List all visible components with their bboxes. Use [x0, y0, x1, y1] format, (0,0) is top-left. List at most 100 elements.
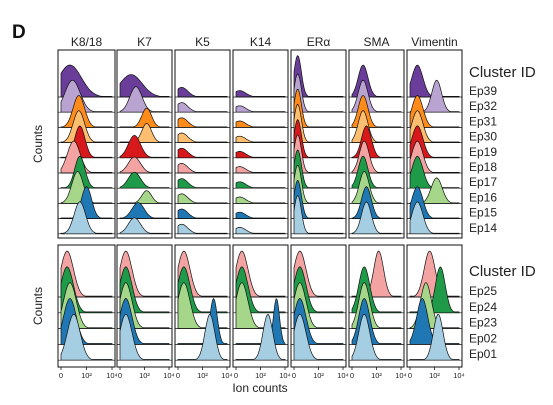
x-tick-label: 10²: [313, 371, 324, 380]
marker-label: Vimentin: [411, 35, 457, 49]
histogram-ep19: [235, 151, 286, 159]
cluster-id-label: Ep32: [469, 99, 497, 113]
x-axis-label: Ion counts: [232, 381, 287, 395]
panel-frame: [406, 49, 463, 239]
marker-panel: [349, 250, 404, 361]
histogram-ep14: [409, 201, 460, 235]
marker-panel: [58, 250, 115, 361]
histogram-ep32: [60, 79, 113, 113]
x-tick-label: 10²: [371, 371, 382, 380]
x-tick-label: 10⁴: [453, 371, 465, 380]
panel-label: D: [12, 22, 26, 43]
marker-panel: [175, 250, 230, 361]
cluster-id-label: Ep25: [469, 284, 497, 298]
x-tick-label: 10²: [197, 371, 208, 380]
histogram-ep16: [177, 193, 228, 204]
cluster-id-label: Ep24: [469, 300, 497, 314]
histogram-ep31: [235, 120, 286, 128]
x-tick-label: 10²: [255, 371, 266, 380]
bottom-panel-group: 0 10² 10⁴ 0 10² 10⁴ 0 10² 10⁴ 0 10² 10⁴ 0 10² 10⁴ 0 10² 1…: [31, 244, 536, 395]
histogram-ep01: [293, 313, 344, 361]
x-tick-label: 0: [59, 371, 63, 380]
marker-panel: [233, 90, 288, 235]
marker-panel: [349, 64, 404, 235]
histogram-ep01: [60, 313, 113, 361]
histogram-ep01: [351, 313, 402, 361]
x-tick-label: 0: [234, 371, 238, 380]
histogram-ep31: [119, 107, 170, 128]
x-tick-label: 0: [176, 371, 180, 380]
histogram-ep30: [177, 132, 228, 143]
histogram-ep15: [119, 202, 170, 219]
marker-panel: [117, 74, 172, 235]
marker-label: K8/18: [71, 35, 103, 49]
histogram-ep17: [235, 181, 286, 189]
panel-frame: [116, 49, 173, 239]
histogram-ep39: [235, 90, 286, 98]
panel-frame: [348, 49, 405, 239]
histogram-ep32: [119, 86, 170, 113]
histogram-ep15: [409, 186, 460, 219]
marker-panel: [407, 250, 462, 361]
cluster-id-label: Ep15: [469, 206, 497, 220]
histogram-ep18: [409, 140, 460, 174]
x-tick-label: 10⁴: [279, 371, 291, 380]
marker-panel: [58, 64, 115, 235]
histogram-ep39: [119, 74, 170, 98]
cluster-id-label: Ep01: [469, 347, 497, 361]
cluster-id-label: Ep17: [469, 175, 497, 189]
histogram-ep23: [177, 282, 228, 329]
histogram-ep30: [60, 110, 113, 143]
histogram-ep14: [177, 223, 228, 235]
marker-panel: [291, 250, 346, 361]
panel-frame: [57, 49, 116, 239]
marker-label: K7: [137, 35, 152, 49]
cluster-id-label: Ep14: [469, 221, 497, 235]
histogram-ep18: [119, 156, 170, 174]
marker-panel: [117, 250, 172, 361]
marker-panel: [175, 87, 230, 235]
histogram-ep17: [119, 171, 170, 189]
x-tick-label: 10⁴: [106, 371, 118, 380]
x-tick-label: 10⁴: [221, 371, 233, 380]
histogram-ep32: [177, 102, 228, 113]
histogram-ep14: [351, 201, 402, 235]
histogram-ep16: [235, 196, 286, 204]
x-tick-label: 10²: [81, 371, 92, 380]
x-tick-label: 10²: [429, 371, 440, 380]
histogram-ep25: [409, 250, 460, 298]
histogram-ep16: [119, 190, 170, 204]
histogram-ep01: [235, 313, 286, 361]
histogram-ep14: [235, 227, 286, 235]
panel-frame: [232, 49, 289, 239]
x-tick-label: 10⁴: [163, 371, 175, 380]
histogram-ep18: [177, 163, 228, 174]
marker-label: ERα: [307, 35, 331, 49]
histogram-ep31: [60, 95, 113, 128]
histogram-ep01: [119, 313, 170, 361]
marker-panel: [233, 250, 288, 361]
x-tick-label: 10²: [139, 371, 150, 380]
histogram-ep01: [177, 313, 228, 361]
cluster-id-label: Ep18: [469, 160, 497, 174]
x-tick-label: 10⁴: [395, 371, 407, 380]
top-panel-group: K8/18 K7 K5 K14 ERα SMA Vimentin Cluster ID Ep39…: [31, 35, 536, 239]
x-tick-label: 0: [408, 371, 412, 380]
histogram-ep19: [119, 135, 170, 159]
marker-label: K5: [195, 35, 210, 49]
histogram-ep30: [409, 110, 460, 143]
cluster-id-label: Ep23: [469, 316, 497, 330]
marker-label: K14: [250, 35, 272, 49]
x-tick-label: 0: [118, 371, 122, 380]
histogram-ep30: [119, 123, 170, 143]
histogram-ep15: [177, 208, 228, 219]
cluster-id-label: Ep19: [469, 145, 497, 159]
y-axis-label: Counts: [31, 287, 45, 325]
histogram-ep01: [409, 313, 460, 361]
cluster-id-label: Ep31: [469, 114, 497, 128]
histogram-ep31: [177, 117, 228, 128]
cluster-id-label: Ep30: [469, 130, 497, 144]
cluster-id-label: Ep02: [469, 331, 497, 345]
histogram-ep39: [177, 87, 228, 98]
